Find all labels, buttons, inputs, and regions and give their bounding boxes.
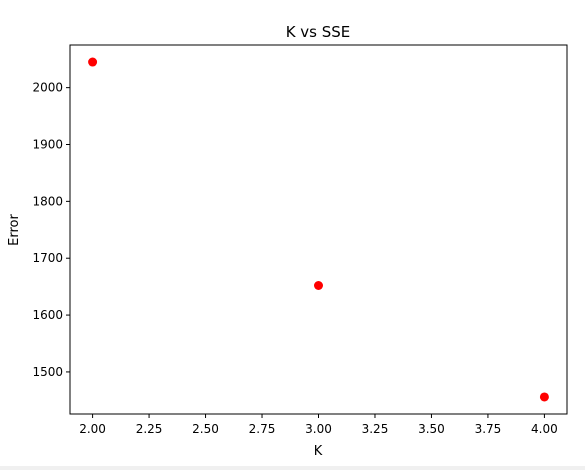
y-axis-ticks: 1500 1600 1700 1800 1900 2000 [32,81,70,379]
plot-area [69,44,568,415]
data-point [539,392,549,402]
data-points [88,57,549,402]
y-tick-label: 1600 [32,308,63,322]
x-tick-label: 3.25 [362,422,389,436]
x-tick-label: 3.75 [475,422,502,436]
window-bottom-strip [0,466,585,470]
y-tick-label: 1500 [32,365,63,379]
x-axis-ticks: 2.00 2.25 2.50 2.75 3.00 3.25 3.50 3.75 4.00 [79,414,558,436]
chart-title: K vs SSE [286,23,351,41]
x-tick-label: 2.75 [249,422,276,436]
data-point [88,57,98,67]
x-tick-label: 2.25 [136,422,163,436]
y-tick-label: 2000 [32,81,63,95]
x-tick-label: 3.00 [305,422,332,436]
x-tick-label: 2.00 [79,422,106,436]
y-tick-label: 1900 [32,137,63,151]
data-point [314,281,323,291]
x-tick-label: 4.00 [531,422,558,436]
x-axis-label: K [314,444,323,459]
x-tick-label: 3.50 [418,422,445,436]
y-tick-label: 1700 [32,251,63,265]
x-tick-label: 2.50 [192,422,219,436]
y-axis-label: Error [7,214,22,246]
y-tick-label: 1800 [32,194,63,208]
